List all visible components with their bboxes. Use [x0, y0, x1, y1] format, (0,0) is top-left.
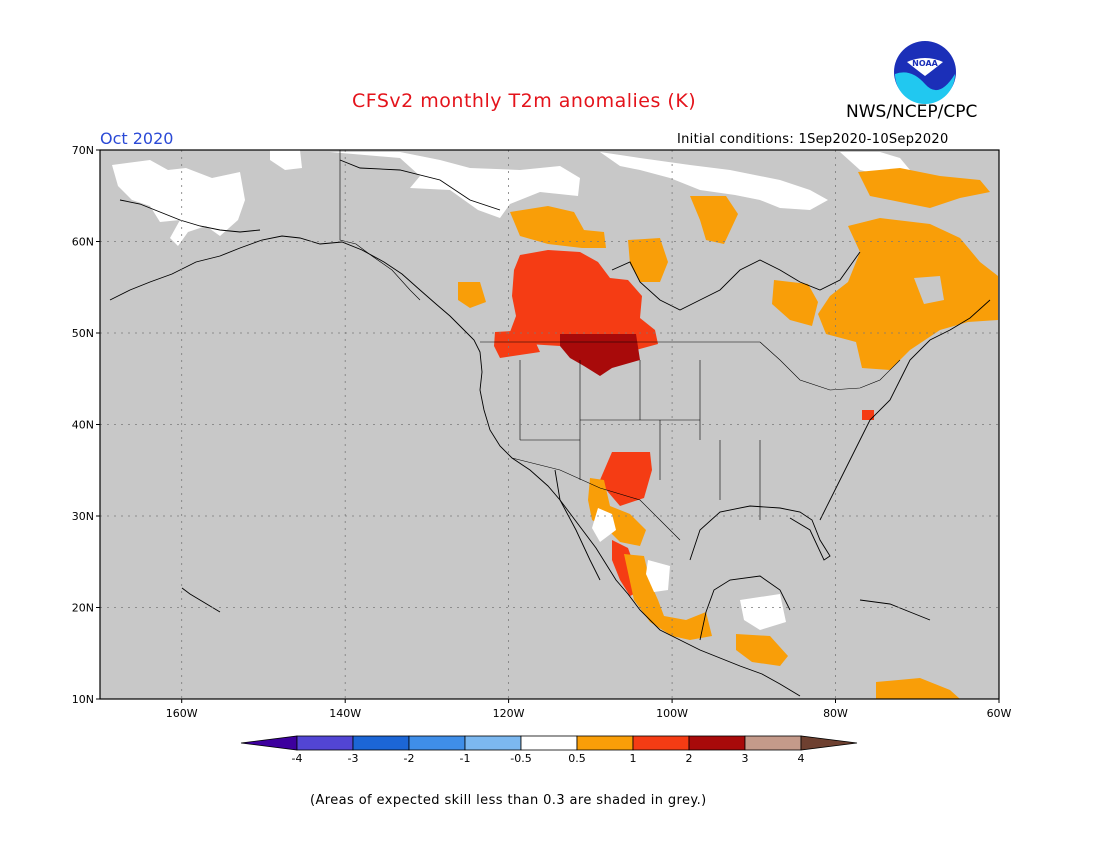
- tick-marks: [96, 149, 1000, 703]
- anomaly-caribbean-orange: [876, 678, 960, 699]
- colorbar-label: 1: [630, 752, 637, 765]
- anomaly-southwest-orange: [588, 478, 646, 546]
- anomaly-southwest-white: [592, 508, 616, 542]
- longitude-labels: 160W 140W 120W 100W 80W 60W: [166, 707, 1012, 720]
- footnote: (Areas of expected skill less than 0.3 a…: [310, 793, 707, 808]
- anomaly-layer: [112, 150, 998, 699]
- anomaly-southwest-red: [600, 452, 652, 506]
- colorbar-label: 3: [742, 752, 749, 765]
- colorbar-segment: [744, 735, 802, 751]
- colorbar-segment: [408, 735, 466, 751]
- forecast-month: Oct 2020: [100, 129, 174, 148]
- latitude-labels: 70N 60N 50N 40N 30N 20N 10N: [72, 144, 94, 706]
- lon-label: 160W: [166, 707, 198, 720]
- colorbar-label: -4: [292, 752, 303, 765]
- colorbar-label: -3: [348, 752, 359, 765]
- colorbar: [240, 735, 858, 751]
- anomaly-central-america-orange: [736, 634, 788, 666]
- anomaly-yukon-white: [270, 150, 302, 170]
- anomaly-prairie-red-west: [494, 330, 540, 358]
- colorbar-arrow-high: [800, 735, 858, 751]
- lat-label: 40N: [72, 419, 94, 432]
- colorbar-segment: [520, 735, 578, 751]
- anomaly-prairie-red: [510, 250, 658, 350]
- colorbar-segment: [688, 735, 746, 751]
- anomaly-bc-orange: [458, 282, 486, 308]
- lat-label: 30N: [72, 510, 94, 523]
- gridlines: [100, 150, 999, 699]
- anomaly-montana-darkred: [560, 334, 640, 376]
- colorbar-label: -1: [460, 752, 471, 765]
- colorbar-arrow-low: [240, 735, 298, 751]
- lat-label: 10N: [72, 693, 94, 706]
- anomaly-arctic-white-2: [600, 152, 828, 210]
- colorbar-segment: [632, 735, 690, 751]
- anomaly-ontario-orange: [772, 280, 818, 326]
- political-borders: [339, 150, 901, 541]
- colorbar-segment: [296, 735, 354, 751]
- colorbar-segment: [352, 735, 410, 751]
- anomaly-northeast-red: [862, 410, 874, 420]
- colorbar-segment: [576, 735, 634, 751]
- anomaly-labrador-grey: [914, 276, 944, 304]
- coastlines: [109, 159, 991, 697]
- colorbar-label: 0.5: [568, 752, 586, 765]
- colorbar-segment: [464, 735, 522, 751]
- colorbar-label: -2: [404, 752, 415, 765]
- lon-label: 80W: [823, 707, 848, 720]
- anomaly-mexico-orange: [624, 554, 712, 640]
- lat-label: 70N: [72, 144, 94, 157]
- logo-text: NOAA: [912, 59, 938, 68]
- anomaly-arctic-white-1: [330, 152, 580, 218]
- colorbar-label: 2: [686, 752, 693, 765]
- anomaly-yucatan-white: [740, 594, 786, 630]
- lon-label: 100W: [656, 707, 688, 720]
- lat-label: 20N: [72, 602, 94, 615]
- anomaly-alaska-white: [112, 160, 245, 246]
- anomaly-mexico-white: [646, 560, 670, 592]
- lat-label: 60N: [72, 236, 94, 249]
- lon-label: 60W: [987, 707, 1012, 720]
- colorbar-label: -0.5: [510, 752, 531, 765]
- anomaly-hudson-orange: [628, 238, 668, 282]
- lon-label: 140W: [329, 707, 361, 720]
- anomaly-baffin-orange: [858, 168, 990, 208]
- colorbar-label: 4: [798, 752, 805, 765]
- lon-label: 120W: [493, 707, 525, 720]
- map-title: CFSv2 monthly T2m anomalies (K): [352, 90, 697, 112]
- anomaly-arctic-orange: [690, 196, 738, 244]
- lat-label: 50N: [72, 327, 94, 340]
- noaa-logo: NOAA: [894, 41, 956, 104]
- organization-label: NWS/NCEP/CPC: [846, 102, 978, 122]
- anomaly-prairie-orange: [510, 206, 606, 248]
- anomaly-quebec-orange: [818, 218, 998, 370]
- initial-conditions: Initial conditions: 1Sep2020-10Sep2020: [677, 132, 949, 147]
- colorbar-labels: -4 -3 -2 -1 -0.5 0.5 1 2 3 4: [292, 752, 805, 765]
